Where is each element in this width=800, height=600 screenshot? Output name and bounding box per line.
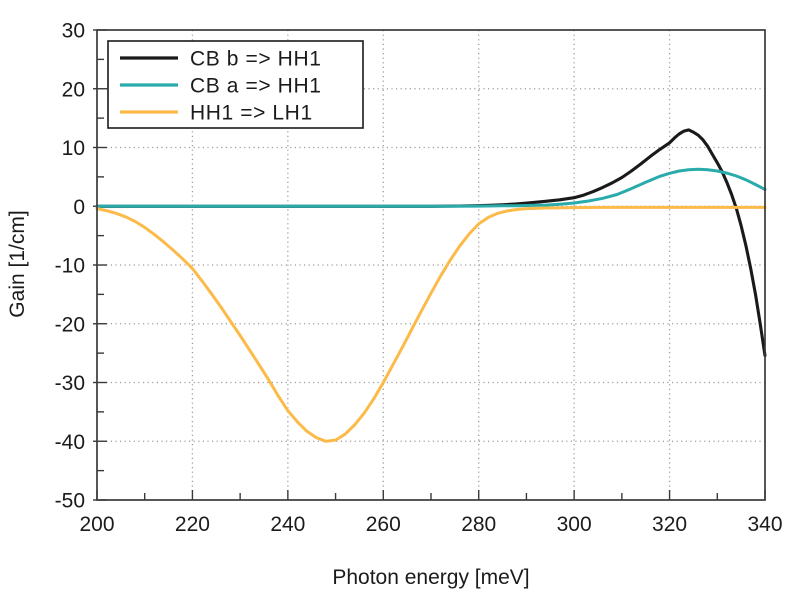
legend-item: CB a => HH1 (120, 75, 322, 98)
y-tick-label: -40 (55, 431, 85, 454)
series-line-1 (95, 167, 767, 208)
y-tick-label: -50 (55, 490, 85, 513)
y-tick-label: -10 (55, 255, 85, 278)
x-tick-label: 320 (652, 513, 687, 536)
series-line-0 (95, 128, 767, 358)
y-tick-label: -30 (55, 372, 85, 395)
y-tick-label: 0 (73, 196, 85, 219)
x-tick-label: 220 (175, 513, 210, 536)
legend-label: CB a => HH1 (190, 75, 322, 98)
x-tick-label: 200 (79, 513, 114, 536)
y-tick-label: 20 (62, 78, 85, 101)
y-axis-title: Gain [1/cm] (6, 210, 29, 318)
x-tick-label: 340 (747, 513, 782, 536)
y-tick-label: -20 (55, 313, 85, 336)
plot-frame (96, 29, 766, 501)
x-tick-label: 280 (461, 513, 496, 536)
x-tick-label: 240 (270, 513, 305, 536)
x-axis-title: Photon energy [meV] (332, 566, 530, 589)
legend-item: CB b => HH1 (120, 48, 322, 71)
legend: CB b => HH1 CB a => HH1 HH1 => LH1 (107, 40, 364, 129)
series-line-2 (95, 205, 767, 443)
x-tick-label: 260 (366, 513, 401, 536)
legend-label: CB b => HH1 (190, 48, 322, 71)
x-tick-label: 300 (557, 513, 592, 536)
y-tick-label: 10 (62, 137, 85, 160)
legend-item: HH1 => LH1 (120, 102, 313, 125)
legend-label: HH1 => LH1 (190, 102, 313, 125)
y-tick-label: 30 (62, 20, 85, 43)
